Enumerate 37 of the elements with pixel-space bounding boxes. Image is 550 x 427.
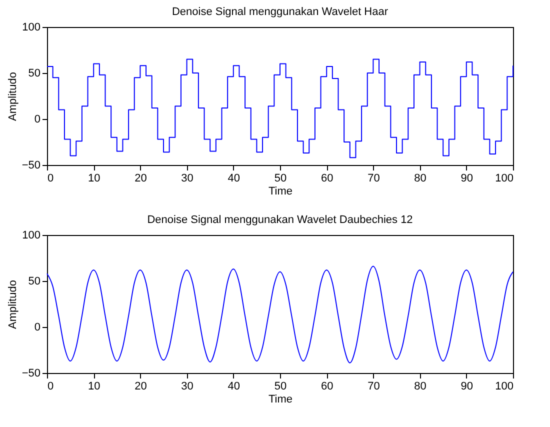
x-tick-label: 0 [48,172,54,184]
y-tick-label: 0 [34,322,40,334]
x-tick-label: 100 [495,172,514,184]
x-axis-title: Time [268,186,293,198]
x-tick-label: 100 [495,380,514,392]
x-tick-label: 70 [368,380,380,392]
x-tick-label: 40 [228,172,240,184]
x-tick-label: 60 [320,172,334,184]
x-tick-label: 0 [48,380,54,392]
x-tick-label: 10 [88,380,100,392]
y-tick-label: −50 [22,368,40,380]
y-tick-label: 0 [34,114,40,126]
x-tick-label: 30 [181,172,194,184]
y-tick-label: −50 [22,160,40,172]
y-tick-label: 50 [28,68,40,80]
y-tick-label: 100 [22,230,40,242]
x-tick-label: 80 [414,380,426,392]
x-tick-label: 10 [88,172,100,184]
chart-title: Denoise Signal menggunakan Wavelet Haar [172,6,388,18]
y-axis-title: Amplitudo [6,280,19,329]
y-axis-title: Amplitudo [6,72,19,121]
x-tick-label: 50 [274,380,287,392]
x-tick-label: 90 [460,380,474,392]
x-axis-title: Time [268,394,293,406]
x-tick-label: 30 [181,380,194,392]
y-tick-label: 50 [28,276,40,288]
x-tick-label: 60 [320,380,334,392]
x-tick-label: 20 [134,172,147,184]
x-tick-label: 80 [414,172,426,184]
line-series [46,266,514,364]
x-tick-label: 50 [274,172,287,184]
x-tick-label: 70 [368,172,380,184]
x-tick-label: 90 [460,172,474,184]
y-tick-label: 100 [22,22,40,34]
chart-title: Denoise Signal menggunakan Wavelet Daubechies 12 [147,214,413,226]
x-tick-label: 40 [228,380,240,392]
x-tick-label: 20 [134,380,147,392]
